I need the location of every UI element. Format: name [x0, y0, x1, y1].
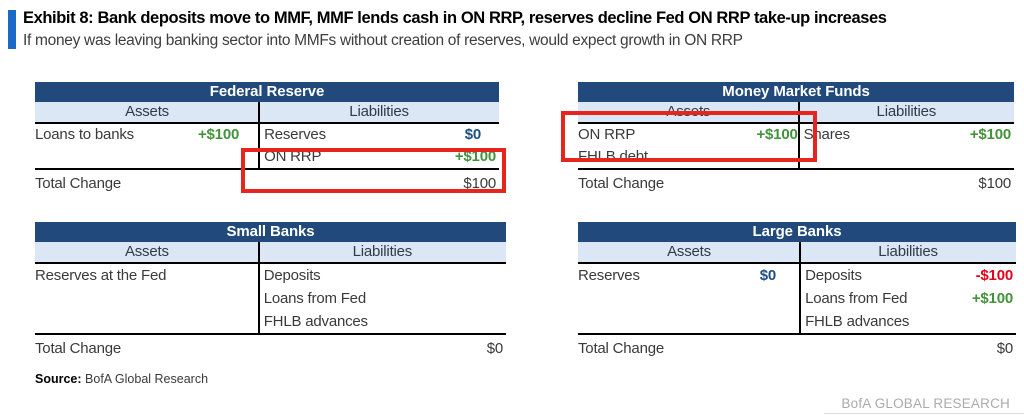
liability-label: Loans from Fed — [805, 290, 908, 307]
liability-value: -$100 — [975, 267, 1014, 284]
liabilities-header: Liabilities — [352, 243, 413, 260]
table-row: Loans to banks +$100 Reserves $0 — [35, 124, 499, 146]
liability-value: $0 — [464, 126, 481, 143]
assets-liabilities-divider — [257, 242, 260, 333]
table-title: Federal Reserve — [35, 82, 499, 102]
assets-header: Assets — [667, 243, 711, 260]
total-row: Total Change $100 — [578, 168, 1014, 194]
column-headers: Assets Liabilities — [35, 102, 499, 124]
liability-label: FHLB advances — [263, 313, 368, 330]
table-row: FHLB debt — [578, 146, 1014, 168]
liabilities-header: Liabilities — [349, 103, 409, 120]
liability-value — [503, 287, 506, 310]
asset-value: $0 — [759, 267, 777, 284]
liability-label: Loans from Fed — [263, 290, 366, 307]
liability-value: +$100 — [454, 148, 496, 165]
exhibit-title: Exhibit 8: Bank deposits move to MMF, MM… — [23, 9, 887, 27]
table-money-market-funds: Money Market Funds Assets Liabilities ON… — [578, 82, 1014, 194]
table-row: FHLB advances — [578, 310, 1016, 333]
assets-liabilities-divider — [799, 242, 802, 333]
brand-watermark: BofA GLOBAL RESEARCH — [841, 396, 1010, 411]
assets-header: Assets — [666, 103, 711, 120]
total-label: Total Change — [35, 340, 121, 357]
liability-label: Deposits — [805, 267, 862, 284]
table-small-banks: Small Banks Assets Liabilities Reserves … — [35, 222, 506, 359]
column-headers: Assets Liabilities — [578, 242, 1016, 264]
liability-value — [1011, 146, 1014, 168]
asset-value — [776, 287, 800, 310]
source-line: Source: BofA Global Research — [35, 372, 208, 386]
liability-label: Reserves — [264, 126, 326, 143]
asset-value: +$100 — [756, 126, 798, 143]
total-label: Total Change — [578, 340, 664, 357]
source-label: Source: — [35, 372, 82, 386]
liability-value — [503, 310, 506, 333]
column-headers: Assets Liabilities — [578, 102, 1014, 124]
liability-label: FHLB advances — [805, 313, 910, 330]
column-headers: Assets Liabilities — [35, 242, 506, 264]
asset-value — [776, 310, 800, 333]
liability-label: Deposits — [263, 267, 321, 284]
asset-label: Reserves at the Fed — [35, 267, 167, 284]
asset-value — [239, 146, 259, 168]
total-value: $100 — [463, 175, 496, 192]
table-row: Loans from Fed — [35, 287, 506, 310]
table-row: FHLB advances — [35, 310, 506, 333]
source-value: BofA Global Research — [85, 372, 209, 386]
asset-label: FHLB debt — [578, 148, 648, 165]
table-title: Money Market Funds — [578, 82, 1014, 102]
exhibit-accent-bar — [8, 10, 16, 49]
table-row: Reserves $0 Deposits -$100 — [578, 264, 1016, 287]
assets-liabilities-divider — [258, 102, 261, 168]
liability-value: +$100 — [969, 126, 1011, 143]
liability-label: Shares — [803, 126, 851, 143]
total-row: Total Change $0 — [35, 333, 506, 359]
table-title: Large Banks — [578, 222, 1016, 242]
asset-value: +$100 — [197, 126, 240, 143]
exhibit-subtitle: If money was leaving banking sector into… — [23, 32, 743, 49]
total-label: Total Change — [35, 175, 121, 192]
liabilities-header: Liabilities — [878, 243, 938, 260]
assets-header: Assets — [124, 243, 169, 260]
table-federal-reserve: Federal Reserve Assets Liabilities Loans… — [35, 82, 499, 194]
liability-value — [503, 264, 506, 287]
liabilities-header: Liabilities — [876, 103, 937, 120]
table-row: Reserves at the Fed Deposits — [35, 264, 506, 287]
total-row: Total Change $100 — [35, 168, 499, 194]
table-title: Small Banks — [35, 222, 506, 242]
table-row: ON RRP +$100 — [35, 146, 499, 168]
liability-value — [1013, 310, 1016, 333]
total-value: $100 — [978, 175, 1011, 192]
liability-value: +$100 — [971, 290, 1013, 307]
total-value: $0 — [996, 340, 1014, 357]
table-large-banks: Large Banks Assets Liabilities Reserves $… — [578, 222, 1016, 359]
assets-header: Assets — [125, 103, 169, 120]
total-row: Total Change $0 — [578, 333, 1016, 359]
table-row: ON RRP +$100 Shares +$100 — [578, 124, 1014, 146]
assets-liabilities-divider — [797, 102, 800, 168]
asset-label: Loans to banks — [35, 126, 134, 143]
brand-divider-line — [824, 413, 1024, 414]
table-row: Loans from Fed +$100 — [578, 287, 1016, 310]
liability-label: ON RRP — [264, 148, 322, 165]
asset-label: ON RRP — [578, 126, 636, 143]
total-value: $0 — [486, 340, 504, 357]
asset-label: Reserves — [578, 267, 640, 284]
total-label: Total Change — [578, 175, 664, 192]
